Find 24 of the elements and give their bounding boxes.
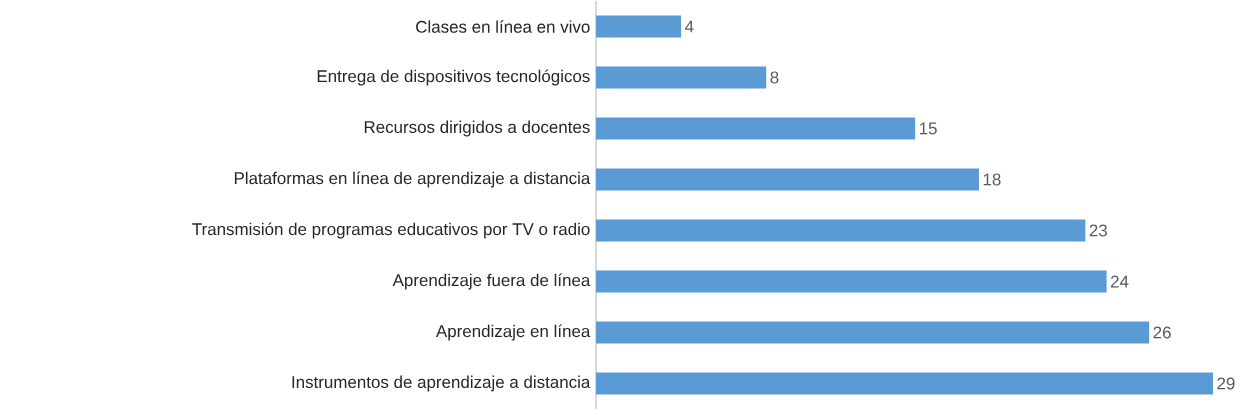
data-label: 29: [1217, 377, 1235, 390]
y-tick-label: Entrega de dispositivos tecnológicos: [317, 69, 590, 86]
bar: [596, 372, 1213, 395]
bar: [596, 270, 1107, 293]
bar: [596, 117, 916, 140]
data-label: 18: [983, 173, 1001, 186]
bar: [596, 15, 682, 38]
y-tick-label: Recursos dirigidos a docentes: [364, 120, 590, 137]
data-label: 15: [919, 122, 937, 135]
bar: [596, 168, 979, 191]
y-tick-label: Instrumentos de aprendizaje a distancia: [292, 375, 591, 392]
y-tick-label: Plataformas en línea de aprendizaje a distancia: [234, 171, 591, 188]
y-tick-label: Aprendizaje en línea: [435, 324, 591, 341]
y-tick-label: Transmisión de programas educativos por TV o radio: [192, 222, 590, 239]
data-label: 4: [685, 20, 694, 33]
y-tick-label: Clases en línea en vivo: [416, 20, 590, 33]
data-label: 26: [1153, 326, 1171, 339]
data-label: 23: [1089, 224, 1107, 237]
data-label: 8: [770, 71, 779, 84]
y-tick-label: Aprendizaje fuera de línea: [392, 273, 591, 290]
data-label: 24: [1110, 275, 1129, 288]
bar: [596, 321, 1150, 344]
bar: [596, 66, 767, 89]
bar: [596, 219, 1086, 242]
